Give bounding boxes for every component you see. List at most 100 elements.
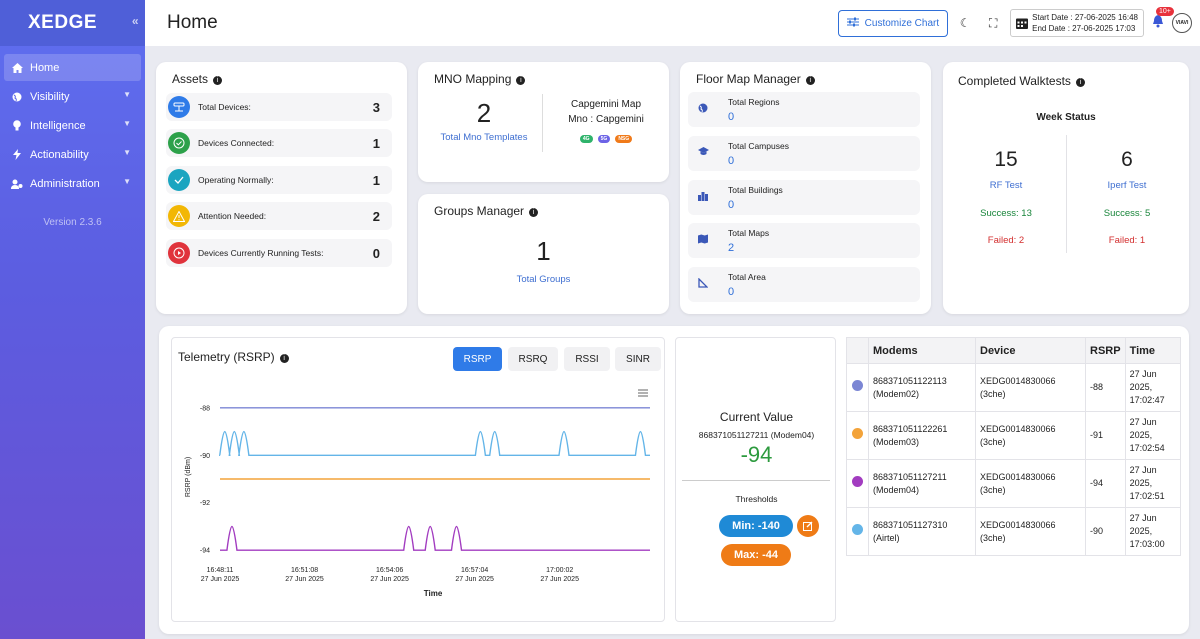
mno-templates-link[interactable]: Total Mno Templates	[440, 132, 528, 143]
asset-row-attention-needed: Attention Needed: 2	[166, 202, 392, 230]
chevron-down-icon: ▼	[123, 148, 131, 157]
tab-rssi[interactable]: RSSI	[564, 347, 610, 371]
floor-row-buildings[interactable]: Total Buildings 0	[688, 180, 920, 215]
sidebar-nav: Home Visibility ▼ Intelligence ▼ Actiona…	[0, 46, 145, 197]
divider	[1066, 135, 1067, 253]
modem-id: 868371051122113	[873, 375, 947, 386]
iperf-success: Success: 5	[1103, 208, 1151, 219]
notifications-bell-icon[interactable]: 10+	[1152, 7, 1174, 31]
rf-test-link[interactable]: RF Test	[989, 180, 1023, 191]
globe-icon	[698, 103, 708, 116]
table-header-row: Modems Device RSRP Time	[846, 337, 1182, 364]
current-value: -94	[740, 442, 773, 467]
table-row[interactable]: 868371051122261 (Modem03) XEDG0014830066 (…	[846, 411, 1182, 460]
table-header-time[interactable]: Time	[1124, 337, 1182, 364]
sliders-icon	[846, 17, 859, 30]
sidebar-item-home[interactable]: Home	[4, 54, 141, 81]
device-cell: XEDG0014830066 (3che)	[975, 363, 1086, 412]
sidebar-item-intelligence[interactable]: Intelligence ▼	[4, 112, 141, 139]
date-range-picker[interactable]: Start Date : 27-06-2025 16:48 End Date :…	[1010, 9, 1144, 37]
floor-row-maps[interactable]: Total Maps 2	[688, 223, 920, 258]
tag-nsg: NSG	[615, 135, 633, 143]
device-id: XEDG0014830066	[980, 471, 1056, 482]
time-line: 27 Jun	[1129, 417, 1157, 427]
floor-row-label: Total Area	[728, 272, 766, 282]
info-icon[interactable]: i	[279, 354, 289, 363]
calendar-icon	[1016, 17, 1029, 30]
week-status-label: Week Status	[1036, 112, 1096, 123]
tag-5g: 5G	[597, 135, 611, 143]
x-tick-label: 16:48:11	[207, 567, 234, 574]
iperf-test-link[interactable]: Iperf Test	[1107, 180, 1147, 191]
iperf-test-column: 6 Iperf Test Success: 5 Failed: 1	[1077, 148, 1177, 246]
asset-value: 2	[372, 208, 380, 224]
asset-value: 0	[372, 245, 380, 261]
groups-count: 1	[536, 236, 551, 266]
table-header-rsrp[interactable]: RSRP	[1085, 337, 1126, 364]
home-icon	[10, 61, 24, 75]
device-cell: XEDG0014830066 (3che)	[975, 411, 1086, 460]
asset-row-devices-connected: Devices Connected: 1	[166, 129, 392, 157]
time-line: 17:02:47	[1129, 395, 1165, 405]
info-icon[interactable]: i	[805, 76, 815, 85]
floor-row-value: 0	[728, 199, 735, 211]
floor-row-campuses[interactable]: Total Campuses 0	[688, 136, 920, 171]
sidebar-item-actionability[interactable]: Actionability ▼	[4, 141, 141, 168]
rsrp-cell: -90	[1085, 507, 1126, 556]
modems-table: Modems Device RSRP Time 868371051122113 (…	[846, 337, 1182, 556]
viavi-logo[interactable]: VIAVI	[1172, 13, 1192, 33]
floor-row-label: Total Buildings	[728, 185, 783, 195]
rf-test-column: 15 RF Test Success: 13 Failed: 2	[956, 148, 1056, 246]
bulb-icon	[10, 119, 24, 133]
chevron-down-icon: ▼	[123, 90, 131, 99]
info-icon[interactable]: i	[529, 208, 539, 217]
time-cell: 27 Jun 2025, 17:02:51	[1124, 459, 1182, 508]
device-name: (3che)	[980, 388, 1006, 399]
time-cell: 27 Jun 2025, 17:02:54	[1124, 411, 1182, 460]
current-value-box: Current Value 868371051127211 (Modem04) …	[675, 337, 836, 622]
info-icon[interactable]: i	[516, 76, 526, 85]
buildings-icon	[698, 191, 708, 204]
fullscreen-icon[interactable]: ⛶	[988, 15, 998, 30]
tab-rsrq[interactable]: RSRQ	[508, 347, 558, 371]
x-tick-label: 16:57:04	[461, 567, 488, 574]
series-line-1	[218, 430, 650, 456]
table-header-device[interactable]: Device	[975, 337, 1086, 364]
info-icon[interactable]: i	[213, 76, 223, 85]
time-cell: 27 Jun 2025, 17:02:47	[1124, 363, 1182, 412]
assets-card: Assets i Total Devices: 3 Devices Connect…	[156, 62, 407, 314]
table-row[interactable]: 868371051127211 (Modem04) XEDG0014830066 (…	[846, 459, 1182, 508]
table-row[interactable]: 868371051122113 (Modem02) XEDG0014830066 (…	[846, 363, 1182, 412]
area-icon	[698, 277, 709, 291]
info-icon[interactable]: i	[1075, 78, 1085, 87]
table-row[interactable]: 868371051127310 (Airtel) XEDG0014830066 (3…	[846, 507, 1182, 556]
divider	[682, 480, 830, 481]
x-tick-date-label: 27 Jun 2025	[285, 576, 324, 583]
modem-name: (Modem03)	[873, 436, 920, 447]
chart-menu-icon[interactable]	[638, 389, 648, 397]
total-groups-link[interactable]: Total Groups	[516, 274, 571, 285]
modem-cell: 868371051122113 (Modem02)	[868, 363, 976, 412]
asset-label: Attention Needed:	[198, 211, 267, 221]
floor-row-regions[interactable]: Total Regions 0	[688, 92, 920, 127]
series-line-3	[220, 525, 650, 551]
x-tick-label: 16:54:06	[376, 567, 403, 574]
x-tick-date-label: 27 Jun 2025	[370, 576, 409, 583]
devices-icon	[168, 96, 190, 118]
sidebar-item-administration[interactable]: Administration ▼	[4, 170, 141, 197]
floor-row-label: Total Maps	[728, 228, 770, 238]
chevron-down-icon: ▼	[123, 119, 131, 128]
tab-rsrp[interactable]: RSRP	[453, 347, 502, 371]
floor-row-area[interactable]: Total Area 0	[688, 267, 920, 302]
table-header-modems[interactable]: Modems	[868, 337, 976, 364]
check-icon	[168, 169, 190, 191]
sidebar-item-visibility[interactable]: Visibility ▼	[4, 83, 141, 110]
collapse-sidebar-icon[interactable]: «	[131, 14, 139, 28]
tab-sinr[interactable]: SINR	[615, 347, 661, 371]
dark-mode-icon[interactable]: ☾	[959, 16, 971, 30]
edit-thresholds-icon[interactable]	[797, 515, 819, 537]
walktests-title-text: Completed Walktests	[958, 74, 1071, 88]
top-header: Home Customize Chart ☾ ⛶ Start Date : 27…	[145, 0, 1200, 46]
floor-row-value: 0	[728, 155, 735, 167]
customize-chart-button[interactable]: Customize Chart	[837, 9, 949, 37]
